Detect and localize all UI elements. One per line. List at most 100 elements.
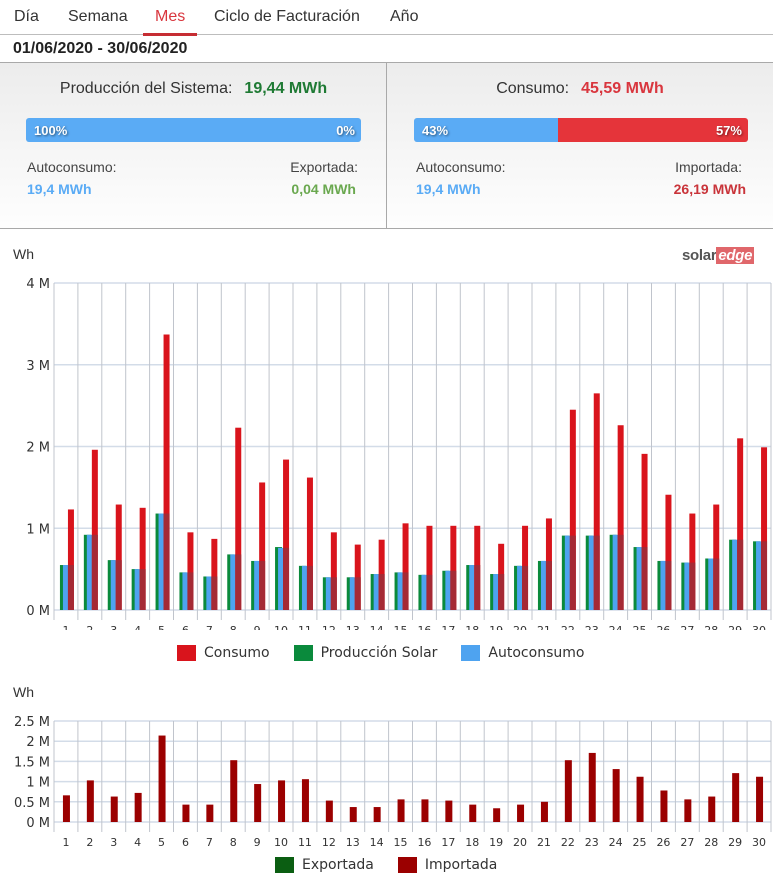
bar-autoconsumo	[517, 565, 524, 610]
x-tick-label: 24	[609, 624, 623, 630]
bar-consumo	[163, 334, 170, 610]
legend-item-importada[interactable]: Importada	[397, 857, 497, 873]
tab-dia[interactable]: Día	[14, 8, 39, 25]
bar-importada	[278, 780, 286, 822]
bar-importada	[636, 776, 644, 822]
bar-importada	[325, 800, 333, 822]
date-range: 01/06/2020 - 30/06/2020	[13, 40, 188, 57]
bar-consumo-autoconsumo-part	[474, 565, 481, 610]
consumption-label: Consumo:	[496, 80, 570, 97]
grid-exchange-chart: 0 M0.5 M1 M1.5 M2 M2.5 M1 2 3 4 5 6 7 8 9 10 11 12 1…	[14, 715, 772, 849]
bar-consumo	[306, 477, 313, 610]
chart1-ylabel: Wh	[13, 246, 34, 262]
bar-consumo-autoconsumo-part	[330, 577, 337, 610]
x-tick-label: 2	[86, 836, 93, 849]
x-tick-label: 12	[322, 836, 336, 849]
bar-consumo-autoconsumo-part	[545, 560, 552, 610]
bar-autoconsumo	[445, 570, 452, 610]
x-tick-label: 23	[585, 624, 599, 630]
bar-importada	[110, 796, 118, 822]
bar-consumo-autoconsumo-part	[139, 569, 146, 610]
bar-consumo-autoconsumo-part	[498, 574, 505, 610]
x-tick-label: 27	[680, 836, 694, 849]
bar-consumo	[330, 532, 337, 610]
bar-consumo-autoconsumo-part	[641, 547, 648, 610]
bar-consumo-autoconsumo-part	[593, 535, 600, 610]
bar-importada	[540, 801, 548, 822]
x-tick-label: 22	[561, 836, 575, 849]
bar-consumo	[593, 393, 600, 610]
consumption-bar-right-label: 57%	[715, 123, 742, 138]
x-tick-label: 26	[656, 624, 670, 630]
x-tick-label: 30	[752, 836, 766, 849]
bar-autoconsumo	[254, 560, 261, 610]
x-tick-label: 12	[322, 624, 336, 630]
legend-item-exportada[interactable]: Exportada	[275, 857, 374, 873]
bar-consumo	[761, 447, 768, 610]
bar-importada	[397, 799, 405, 822]
bar-importada	[469, 804, 477, 822]
x-tick-label: 24	[609, 836, 623, 849]
exportada-label: Exportada:	[290, 159, 358, 175]
x-tick-label: 5	[158, 836, 165, 849]
x-tick-label: 3	[110, 624, 117, 630]
consumption-total: 45,59 MWh	[581, 80, 664, 97]
tab-semana[interactable]: Semana	[68, 8, 128, 25]
tab-mes[interactable]: Mes	[143, 8, 198, 36]
y-tick-label: 1.5 M	[14, 755, 50, 770]
bar-consumo-autoconsumo-part	[761, 541, 768, 610]
bar-autoconsumo	[325, 577, 332, 610]
bar-consumo-autoconsumo-part	[713, 558, 720, 610]
bar-consumo-autoconsumo-part	[665, 560, 672, 610]
bar-consumo	[450, 525, 457, 610]
bar-consumo-autoconsumo-part	[306, 565, 313, 610]
x-tick-label: 26	[656, 836, 670, 849]
x-tick-label: 10	[274, 836, 288, 849]
bar-importada	[517, 804, 525, 822]
x-tick-label: 11	[298, 624, 312, 630]
y-tick-label: 1 M	[26, 776, 50, 791]
bar-autoconsumo	[540, 560, 547, 610]
tab-ciclo-facturacion[interactable]: Ciclo de Facturación	[214, 8, 360, 25]
legend-swatch-autoconsumo	[461, 645, 481, 661]
tab-ano[interactable]: Año	[390, 8, 419, 25]
legend-item-consumo[interactable]: Consumo	[177, 645, 270, 661]
bar-importada	[493, 808, 501, 822]
x-tick-label: 25	[633, 836, 647, 849]
bar-importada	[660, 790, 668, 822]
bar-consumo-autoconsumo-part	[163, 513, 170, 610]
y-tick-label: 2.5 M	[14, 715, 50, 730]
bar-importada	[612, 769, 620, 822]
legend-swatch-consumo	[177, 645, 196, 661]
x-tick-label: 28	[704, 836, 718, 849]
bar-autoconsumo	[732, 539, 739, 610]
bar-consumo	[641, 453, 648, 610]
bar-autoconsumo	[636, 547, 643, 610]
y-tick-label: 3 M	[26, 359, 50, 374]
x-tick-label: 4	[134, 624, 141, 630]
legend-swatch-exportada	[275, 857, 294, 873]
bar-importada	[62, 795, 70, 822]
x-tick-label: 9	[254, 624, 261, 630]
bar-consumo	[91, 449, 98, 610]
x-tick-label: 28	[704, 624, 718, 630]
bar-consumo	[617, 425, 624, 610]
y-tick-label: 2 M	[26, 441, 50, 456]
bar-importada	[756, 776, 764, 822]
bar-importada	[86, 780, 94, 822]
bar-consumo-autoconsumo-part	[378, 574, 385, 610]
x-tick-label: 5	[158, 624, 165, 630]
x-tick-label: 18	[465, 624, 479, 630]
bar-consumo	[139, 507, 146, 610]
bar-consumo-autoconsumo-part	[259, 560, 266, 610]
legend-item-produccion-solar[interactable]: Producción Solar	[293, 645, 437, 661]
production-bar-autoconsumo: 100% 0%	[26, 118, 361, 142]
bar-consumo-autoconsumo-part	[569, 535, 576, 610]
bar-consumo	[235, 427, 242, 610]
production-panel: Producción del Sistema: 19,44 MWh 100% 0%…	[0, 62, 388, 229]
production-title: Producción del Sistema: 19,44 MWh	[0, 80, 387, 98]
x-tick-label: 7	[206, 624, 213, 630]
legend-item-autoconsumo[interactable]: Autoconsumo	[461, 645, 584, 661]
bar-consumo-autoconsumo-part	[737, 539, 744, 610]
bar-autoconsumo	[110, 560, 117, 610]
